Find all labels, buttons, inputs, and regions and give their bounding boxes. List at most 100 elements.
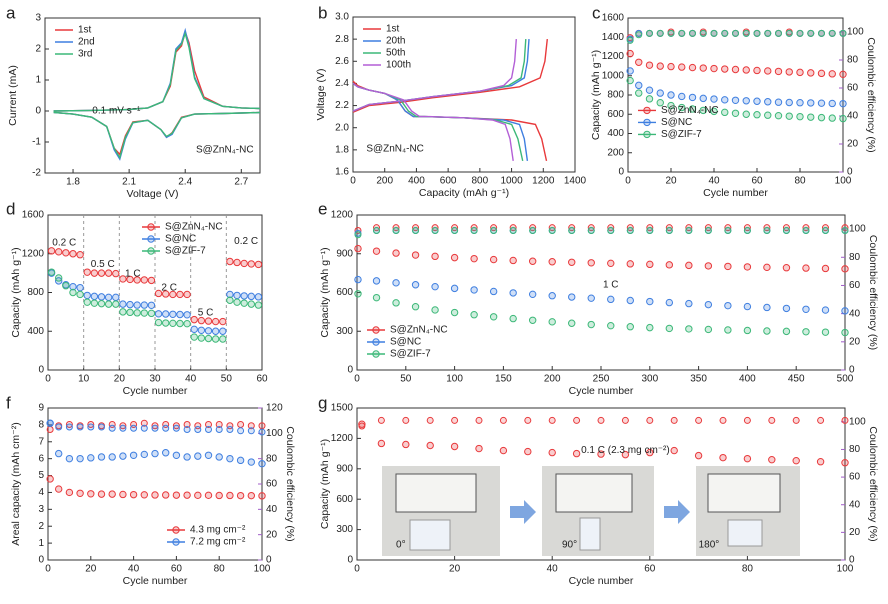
data-point xyxy=(763,327,771,335)
photo-strip xyxy=(382,466,800,556)
x-tick-label: 150 xyxy=(495,374,512,385)
y-axis-title: Current (mA) xyxy=(7,65,19,126)
y2-tick-label: 0 xyxy=(266,555,272,566)
y-tick-label: 2.0 xyxy=(335,122,349,133)
plot-frame xyxy=(44,17,261,174)
y2-tick-label: 0 xyxy=(849,365,855,376)
data-point xyxy=(119,490,127,499)
ce-point xyxy=(802,227,810,234)
x-tick-label: 40 xyxy=(708,176,720,187)
data-point xyxy=(646,323,654,332)
data-point xyxy=(258,460,266,468)
data-point xyxy=(76,454,84,463)
data-point xyxy=(402,440,410,449)
x-tick-label: 0 xyxy=(625,176,631,187)
x-tick-label: 1.8 xyxy=(66,177,80,188)
x-tick-label: 200 xyxy=(544,374,561,385)
x-tick-label: 450 xyxy=(788,374,805,385)
y2-tick-label: 40 xyxy=(849,499,861,510)
legend-label: S@NC xyxy=(390,337,421,348)
data-point xyxy=(587,294,595,302)
ce-point xyxy=(626,227,634,234)
x-tick-label: 20 xyxy=(449,564,461,575)
x-tick-label: 20 xyxy=(85,564,97,575)
data-point xyxy=(572,449,581,458)
data-point xyxy=(688,63,697,72)
data-point xyxy=(524,447,532,456)
data-point xyxy=(69,250,77,258)
y2-tick-label: 0 xyxy=(849,555,855,566)
data-point xyxy=(55,274,63,282)
annotation: 0.2 C xyxy=(234,236,258,247)
x-tick-label: 20 xyxy=(665,176,677,187)
data-point xyxy=(626,260,634,268)
y2-tick-label: 20 xyxy=(849,336,861,347)
y-tick-label: 2 xyxy=(38,521,44,532)
data-point xyxy=(626,67,634,75)
x-axis-title: Cycle number xyxy=(123,385,188,397)
ce-point xyxy=(828,29,836,37)
ce-point xyxy=(509,227,517,234)
data-point xyxy=(470,311,478,319)
data-point xyxy=(828,114,836,122)
data-point xyxy=(656,99,664,107)
x-tick-label: 400 xyxy=(408,176,425,187)
data-point xyxy=(764,98,772,106)
x-tick-label: 1200 xyxy=(532,176,555,187)
data-point xyxy=(76,251,84,259)
data-point xyxy=(215,491,223,500)
x-tick-label: 800 xyxy=(472,176,489,187)
y-tick-label: 300 xyxy=(336,326,353,337)
data-point xyxy=(162,319,170,327)
x-tick-label: 20 xyxy=(114,374,126,385)
data-point xyxy=(119,452,127,460)
data-point xyxy=(694,451,703,460)
y-tick-label: 800 xyxy=(27,287,44,298)
x-tick-label: 60 xyxy=(171,564,183,575)
data-point xyxy=(197,334,206,342)
ce-point xyxy=(247,427,255,435)
y-tick-label: 1200 xyxy=(22,248,45,259)
data-point xyxy=(841,459,849,467)
data-point xyxy=(607,259,615,268)
data-point xyxy=(372,247,381,255)
ce-point xyxy=(65,423,73,431)
ce-point xyxy=(247,422,255,430)
data-point xyxy=(197,326,206,334)
y-tick-label: 3 xyxy=(38,504,44,515)
data-point xyxy=(667,101,675,110)
data-point xyxy=(646,448,654,457)
ce-point xyxy=(402,416,410,424)
annotation: 0.2 C xyxy=(52,238,76,249)
data-point xyxy=(140,309,149,317)
legend-label: 1st xyxy=(386,24,400,35)
data-point xyxy=(528,316,537,324)
ce-point xyxy=(818,29,825,37)
data-point xyxy=(635,89,643,97)
data-point xyxy=(112,269,120,278)
ce-point xyxy=(665,227,673,234)
y-tick-label: 0 xyxy=(347,365,353,376)
data-point xyxy=(197,316,206,325)
y2-axis-title: Coulombic efficiency (%) xyxy=(284,426,296,541)
data-point xyxy=(69,282,77,291)
data-point xyxy=(162,491,170,499)
y-tick-label: 7 xyxy=(38,436,44,447)
y-axis-title: Capacity (mAh g⁻¹) xyxy=(319,247,331,337)
panel-letter: f xyxy=(6,393,11,412)
legend-label: S@ZnN₄-NC xyxy=(390,325,448,336)
data-point xyxy=(247,300,256,308)
data-point xyxy=(828,70,836,78)
data-point xyxy=(215,453,223,461)
legend-label: 20th xyxy=(386,36,405,47)
data-point xyxy=(807,113,815,121)
data-point xyxy=(55,485,63,493)
y-axis-title: Capacity (mAh g⁻¹) xyxy=(10,247,22,337)
data-point xyxy=(719,453,727,462)
data-point xyxy=(763,263,771,272)
data-point xyxy=(147,309,156,318)
data-point xyxy=(97,490,106,498)
legend-marker xyxy=(372,338,380,346)
ce-point xyxy=(607,227,615,234)
data-point xyxy=(796,99,804,107)
